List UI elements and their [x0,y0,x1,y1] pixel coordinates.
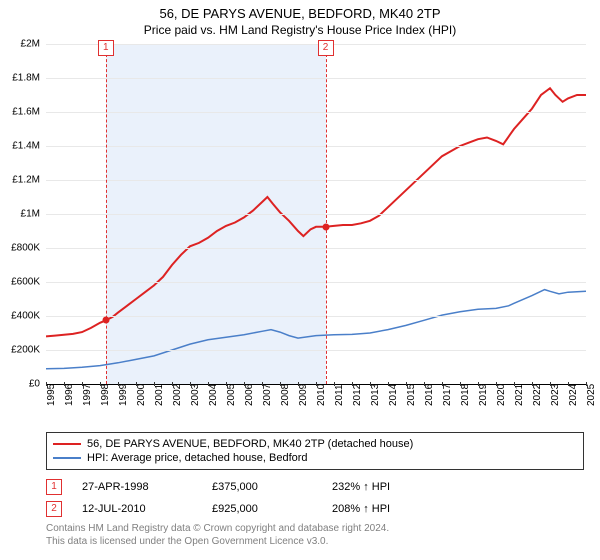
gridline [46,316,586,317]
event-point-marker [322,223,329,230]
event-row: 1 27-APR-1998 £375,000 232% ↑ HPI [46,476,584,498]
gridline [46,180,586,181]
chart-footer: Contains HM Land Registry data © Crown c… [46,522,586,548]
legend-swatch [53,443,81,445]
legend-label: HPI: Average price, detached house, Bedf… [87,452,308,464]
x-tick-label: 2018 [460,384,471,406]
gridline [46,350,586,351]
series-line [46,290,586,369]
x-tick-label: 2012 [352,384,363,406]
gridline [46,78,586,79]
event-row-hpi: 232% ↑ HPI [332,481,432,493]
y-axis: £0£200K£400K£600K£800K£1M£1.2M£1.4M£1.6M… [0,44,44,384]
event-row: 2 12-JUL-2010 £925,000 208% ↑ HPI [46,498,584,520]
y-tick-label: £2M [21,39,40,50]
event-row-num: 1 [46,479,62,495]
x-tick-label: 2014 [388,384,399,406]
x-tick-label: 2016 [424,384,435,406]
y-tick-label: £600K [11,277,40,288]
x-tick-label: 1996 [64,384,75,406]
x-tick-label: 2003 [190,384,201,406]
x-tick-label: 2011 [334,384,345,406]
event-row-price: £925,000 [212,503,312,515]
event-point-marker [102,317,109,324]
y-tick-label: £200K [11,345,40,356]
gridline [46,112,586,113]
x-tick-label: 2013 [370,384,381,406]
event-row-hpi: 208% ↑ HPI [332,503,432,515]
x-tick-label: 1997 [82,384,93,406]
x-tick-label: 2001 [154,384,165,406]
legend-item: 56, DE PARYS AVENUE, BEDFORD, MK40 2TP (… [53,437,577,451]
event-row-num: 2 [46,501,62,517]
event-marker-box: 2 [318,40,334,56]
x-tick-label: 1999 [118,384,129,406]
x-tick-label: 2005 [226,384,237,406]
x-tick-label: 2006 [244,384,255,406]
x-tick-label: 1995 [46,384,57,406]
x-tick-label: 2004 [208,384,219,406]
event-marker-box: 1 [98,40,114,56]
x-axis: 1995 1996 1997 1998 1999 2000 2001 2002 2003 2004… [46,386,586,426]
x-tick-label: 2010 [316,384,327,406]
y-tick-label: £1M [21,209,40,220]
events-table: 1 27-APR-1998 £375,000 232% ↑ HPI 2 12-JUL-20… [46,476,584,520]
x-tick-label: 2008 [280,384,291,406]
y-tick-label: £400K [11,311,40,322]
x-tick-label: 2025 [586,384,597,406]
x-tick-label: 2000 [136,384,147,406]
y-tick-label: £1.8M [12,73,40,84]
footer-line-1: Contains HM Land Registry data © Crown c… [46,522,586,535]
event-row-date: 27-APR-1998 [82,481,192,493]
x-tick-label: 2002 [172,384,183,406]
footer-line-2: This data is licensed under the Open Gov… [46,535,586,548]
x-tick-label: 2023 [550,384,561,406]
chart-legend: 56, DE PARYS AVENUE, BEDFORD, MK40 2TP (… [46,432,584,470]
x-tick-label: 2015 [406,384,417,406]
x-tick-label: 2022 [532,384,543,406]
y-tick-label: £1.4M [12,141,40,152]
x-tick-label: 1998 [100,384,111,406]
x-tick-label: 2024 [568,384,579,406]
legend-item: HPI: Average price, detached house, Bedf… [53,451,577,465]
gridline [46,44,586,45]
y-tick-label: £800K [11,243,40,254]
chart-title: 56, DE PARYS AVENUE, BEDFORD, MK40 2TP [0,0,600,21]
x-tick-label: 2007 [262,384,273,406]
legend-swatch [53,457,81,459]
x-tick-label: 2020 [496,384,507,406]
chart-subtitle: Price paid vs. HM Land Registry's House … [0,21,600,41]
gridline [46,282,586,283]
event-line [326,44,327,384]
event-line [106,44,107,384]
series-line [46,88,586,336]
x-tick-label: 2017 [442,384,453,406]
event-row-date: 12-JUL-2010 [82,503,192,515]
y-tick-label: £1.2M [12,175,40,186]
x-tick-label: 2019 [478,384,489,406]
y-tick-label: £0 [29,379,40,390]
x-tick-label: 2021 [514,384,525,406]
y-tick-label: £1.6M [12,107,40,118]
event-row-price: £375,000 [212,481,312,493]
chart-plot-area: 12 [46,44,586,385]
x-tick-label: 2009 [298,384,309,406]
gridline [46,248,586,249]
legend-label: 56, DE PARYS AVENUE, BEDFORD, MK40 2TP (… [87,438,413,450]
gridline [46,214,586,215]
gridline [46,146,586,147]
